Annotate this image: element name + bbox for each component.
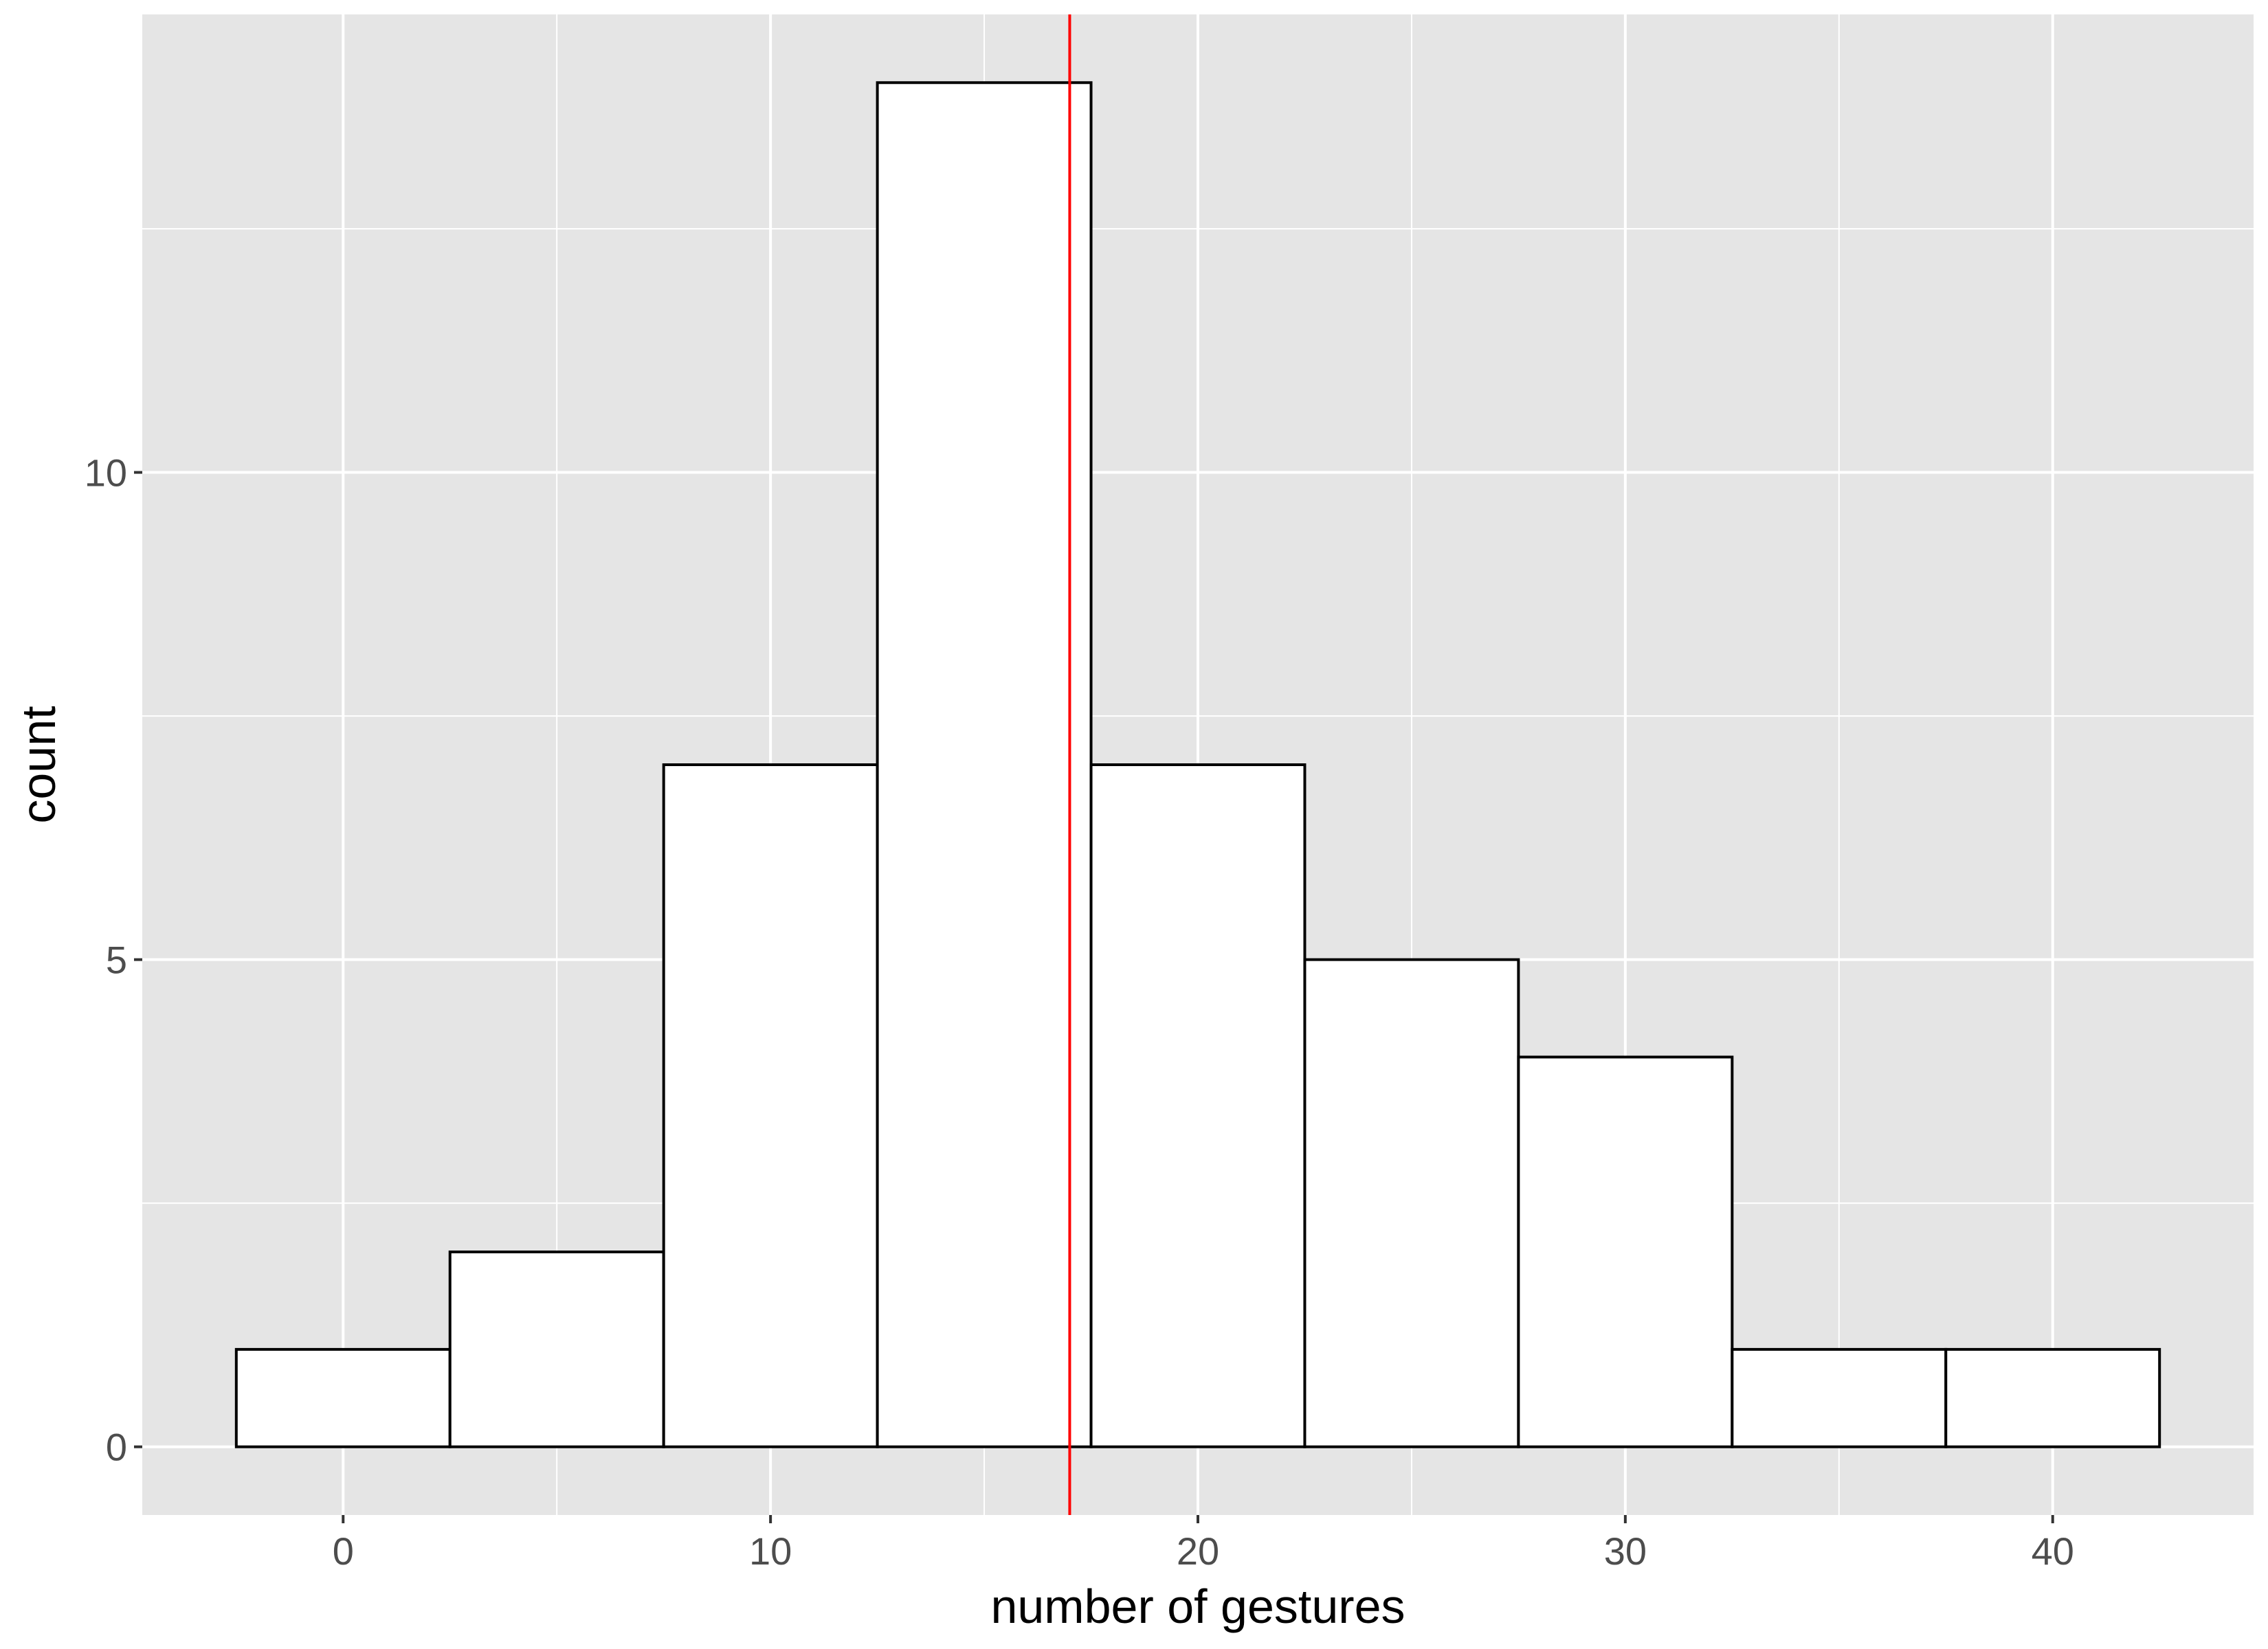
x-axis-ticks: 0 10 20 30 40: [333, 1515, 2074, 1573]
y-axis-title: count: [12, 706, 65, 823]
histogram-bar: [1944, 1347, 2161, 1448]
x-axis-title: number of gestures: [990, 1580, 1405, 1633]
histogram-bar: [662, 763, 879, 1448]
y-axis-ticks: 0 5 10: [85, 451, 142, 1469]
x-tick-label: 10: [749, 1529, 792, 1573]
x-tick-label: 20: [1177, 1529, 1219, 1573]
y-tick-label: 5: [106, 939, 127, 982]
histogram-bars: [234, 81, 2161, 1448]
histogram-bar: [1089, 763, 1307, 1448]
y-tick-label: 0: [106, 1426, 127, 1469]
histogram-bar: [234, 1347, 452, 1448]
y-tick-label: 10: [85, 451, 127, 495]
x-tick-label: 0: [333, 1529, 354, 1573]
histogram-bar: [1731, 1347, 1948, 1448]
histogram-bar: [1303, 958, 1520, 1448]
histogram-bar: [876, 81, 1093, 1448]
histogram-bar: [448, 1250, 665, 1448]
x-tick-label: 30: [1604, 1529, 1647, 1573]
histogram-bar: [1517, 1055, 1734, 1448]
x-tick-label: 40: [2032, 1529, 2074, 1573]
